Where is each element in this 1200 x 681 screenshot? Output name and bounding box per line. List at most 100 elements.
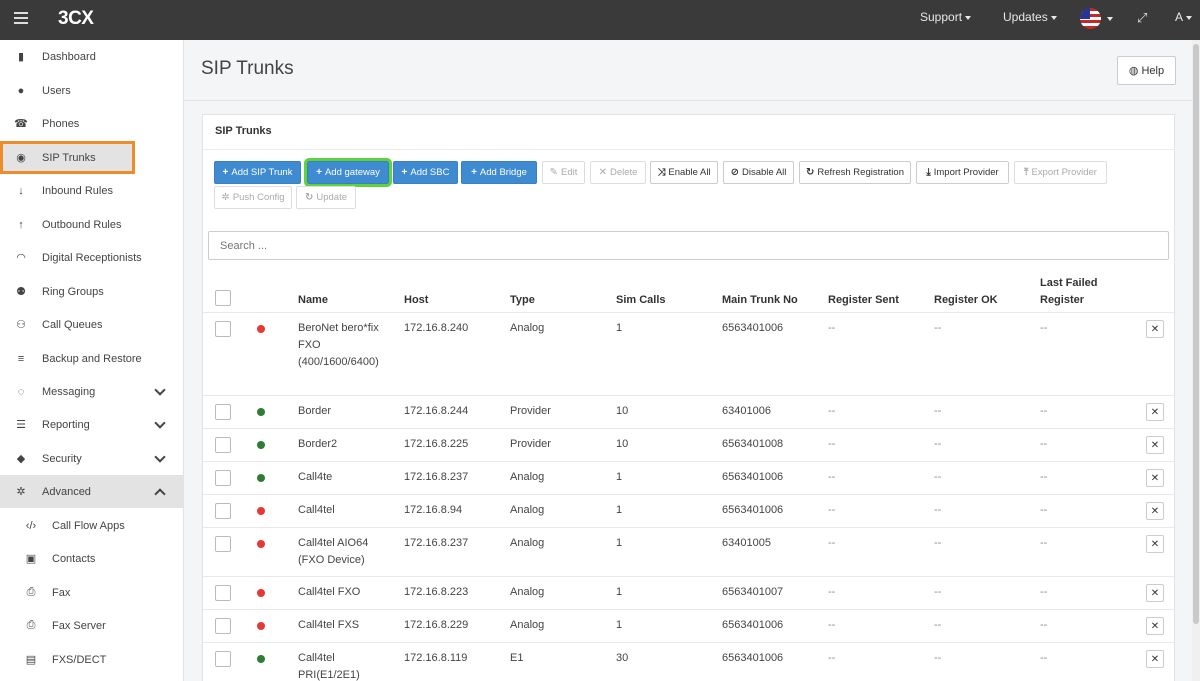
select-all-checkbox[interactable] (215, 290, 231, 306)
cell-register-sent: -- (828, 438, 836, 450)
chevron-down-icon[interactable] (154, 451, 166, 463)
enable-all-button[interactable]: ⤨ Enable All (650, 161, 718, 184)
export-provider-button[interactable]: ⤒ Export Provider (1014, 161, 1107, 184)
chevron-down-icon (965, 15, 972, 20)
chevron-down-icon[interactable] (154, 384, 166, 396)
sidebar-item-sip-trunks[interactable]: ◉ SIP Trunks (0, 141, 135, 174)
table-row[interactable]: Call4te 172.16.8.237 Analog 1 6563401006 -- --… (203, 461, 1174, 494)
delete-row-icon[interactable]: ✕ (1146, 320, 1164, 338)
sidebar-item-phones[interactable]: ☎ Phones (0, 107, 184, 140)
page-scrollbar[interactable] (1192, 40, 1200, 681)
add-bridge-button[interactable]: + Add Bridge (461, 161, 537, 184)
column-header-sim-calls[interactable]: Sim Calls (616, 294, 666, 306)
delete-row-icon[interactable]: ✕ (1146, 502, 1164, 520)
sidebar-item-inbound-rules[interactable]: ↓ Inbound Rules (0, 174, 184, 207)
updates-menu[interactable]: Updates (1003, 10, 1057, 24)
row-checkbox[interactable] (215, 404, 231, 420)
sidebar-item-ring-groups[interactable]: ⚉ Ring Groups (0, 275, 184, 308)
sidebar-item-label: Call Flow Apps (52, 519, 125, 532)
sidebar-item-label: Contacts (52, 552, 96, 565)
table-row[interactable]: Call4tel FXS 172.16.8.229 Analog 1 656340100… (203, 609, 1174, 642)
table-row[interactable]: Border2 172.16.8.225 Provider 10 6563401008 -… (203, 428, 1174, 461)
sidebar-item-call-flow-apps[interactable]: ‹/› Call Flow Apps (0, 509, 184, 542)
column-header-register-ok[interactable]: Register OK (934, 294, 998, 306)
cell-sim-calls: 1 (616, 586, 623, 598)
sidebar-item-call-queues[interactable]: ⚇ Call Queues (0, 308, 184, 341)
sidebar-item-fax-server[interactable]: ⎙ Fax Server (0, 609, 184, 642)
table-row[interactable]: Call4tel AIO64 (FXO Device) 172.16.8.237 A… (203, 527, 1174, 576)
add-gateway-button[interactable]: + Add gateway (304, 158, 392, 187)
sidebar-item-advanced[interactable]: ✲ Advanced (0, 475, 184, 508)
row-checkbox[interactable] (215, 585, 231, 601)
push-config-button[interactable]: ✲ Push Config (214, 186, 292, 209)
chevron-up-icon[interactable] (154, 488, 166, 500)
row-checkbox[interactable] (215, 470, 231, 486)
column-header-last-failed-line2[interactable]: Register (1040, 294, 1085, 306)
fullscreen-icon[interactable]: ⤢ (1137, 10, 1148, 25)
table-row[interactable]: BeroNet bero*fix FXO (400/1600/6400) 172.… (203, 312, 1174, 395)
column-header-main-trunk-no[interactable]: Main Trunk No (722, 294, 798, 306)
scrollbar-thumb[interactable] (1193, 44, 1199, 624)
add-sbc-button[interactable]: + Add SBC (393, 161, 458, 184)
delete-row-icon[interactable]: ✕ (1146, 469, 1164, 487)
sidebar-item-fxs-dect[interactable]: ▤ FXS/DECT (0, 643, 184, 676)
sidebar-item-fax[interactable]: ⎙ Fax (0, 576, 184, 609)
search-input[interactable] (208, 231, 1169, 260)
sidebar-item-messaging[interactable]: ◌ Messaging (0, 375, 184, 408)
add-sip-trunk-button[interactable]: + Add SIP Trunk (214, 161, 301, 184)
delete-row-icon[interactable]: ✕ (1146, 403, 1164, 421)
language-flag-icon[interactable] (1080, 8, 1101, 29)
app-logo[interactable]: 3CX (58, 8, 94, 29)
disable-all-button[interactable]: ⊘ Disable All (723, 161, 794, 184)
hamburger-menu-icon[interactable] (14, 12, 28, 26)
column-header-last-failed-line1[interactable]: Last Failed (1040, 277, 1098, 289)
user-menu[interactable]: A (1175, 10, 1193, 24)
delete-row-icon[interactable]: ✕ (1146, 436, 1164, 454)
delete-row-icon[interactable]: ✕ (1146, 535, 1164, 553)
row-checkbox[interactable] (215, 536, 231, 552)
sidebar-item-outbound-rules[interactable]: ↑ Outbound Rules (0, 208, 184, 241)
row-checkbox[interactable] (215, 618, 231, 634)
sidebar-item-label: Phones (42, 117, 80, 130)
sidebar-item-label: Fax (52, 586, 71, 599)
sidebar-item-users[interactable]: ● Users (0, 74, 184, 107)
sidebar-item-backup-and-restore[interactable]: ≡ Backup and Restore (0, 342, 184, 375)
sidebar-item-dashboard[interactable]: ▮ Dashboard (0, 40, 184, 73)
sidebar-item-reporting[interactable]: ☰ Reporting (0, 408, 184, 441)
update-button[interactable]: ↻ Update (296, 186, 356, 209)
delete-row-icon[interactable]: ✕ (1146, 617, 1164, 635)
cell-host: 172.16.8.240 (404, 322, 469, 334)
sidebar-item-security[interactable]: ◆ Security (0, 442, 184, 475)
refresh-registration-button[interactable]: ↻ Refresh Registration (799, 161, 911, 184)
row-checkbox[interactable] (215, 321, 231, 337)
sidebar-item-digital-receptionists[interactable]: ◠ Digital Receptionists (0, 241, 184, 274)
delete-button[interactable]: ✕ Delete (590, 161, 646, 184)
column-header-register-sent[interactable]: Register Sent (828, 294, 899, 306)
delete-row-icon[interactable]: ✕ (1146, 650, 1164, 668)
column-header-host[interactable]: Host (404, 294, 429, 306)
delete-row-icon[interactable]: ✕ (1146, 584, 1164, 602)
edit-button[interactable]: ✎ Edit (542, 161, 585, 184)
sidebar-item-contacts[interactable]: ▣ Contacts (0, 542, 184, 575)
cell-register-ok: -- (934, 471, 942, 483)
help-button[interactable]: ◍ Help (1117, 56, 1176, 85)
row-checkbox[interactable] (215, 437, 231, 453)
chevron-down-icon[interactable] (154, 417, 166, 429)
table-row[interactable]: Call4tel PRI(E1/2E1) 172.16.8.119 E1 30 6563… (203, 642, 1174, 681)
support-menu[interactable]: Support (920, 10, 972, 24)
cell-register-sent: -- (828, 537, 836, 549)
table-row[interactable]: Call4tel 172.16.8.94 Analog 1 6563401006 -- --… (203, 494, 1174, 527)
column-header-name[interactable]: Name (298, 294, 328, 306)
table-row[interactable]: Call4tel FXO 172.16.8.223 Analog 1 656340100… (203, 576, 1174, 609)
cell-last-failed-register: -- (1040, 619, 1048, 631)
row-checkbox[interactable] (215, 503, 231, 519)
table-row[interactable]: Border 172.16.8.244 Provider 10 63401006 -- --… (203, 395, 1174, 428)
top-bar: 3CX Support Updates ⤢ A (0, 0, 1200, 40)
sidebar-item-label: Outbound Rules (42, 218, 122, 231)
import-provider-button[interactable]: ⤓ Import Provider (916, 161, 1009, 184)
row-checkbox[interactable] (215, 651, 231, 667)
column-header-type[interactable]: Type (510, 294, 535, 306)
globe-icon: ◉ (16, 152, 26, 164)
sidebar: ▮ Dashboard ● Users ☎ Phones ◉ SIP Trunks ↓ Inbou… (0, 40, 184, 681)
language-dropdown-caret[interactable] (1104, 11, 1113, 25)
